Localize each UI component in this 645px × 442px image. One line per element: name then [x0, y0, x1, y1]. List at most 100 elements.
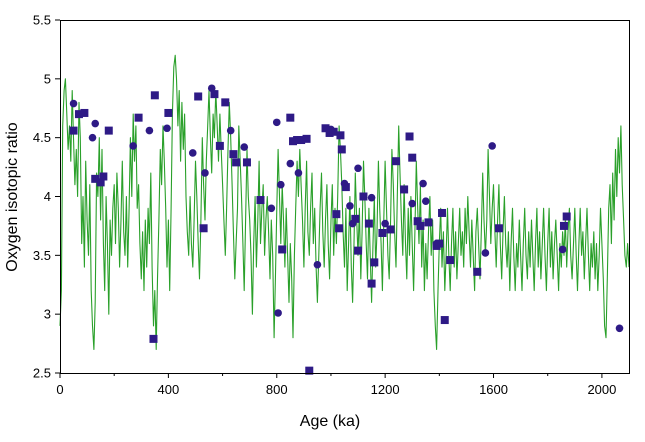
square-marker	[286, 113, 295, 122]
square-marker	[199, 224, 208, 233]
circle-marker	[615, 324, 624, 333]
circle-marker	[240, 143, 249, 151]
square-marker	[305, 366, 314, 375]
square-marker	[494, 224, 503, 233]
circle-marker	[145, 126, 154, 135]
circle-marker	[274, 309, 282, 317]
square-marker	[370, 258, 379, 267]
green-line-series	[59, 54, 630, 351]
y-axis-title: Oxygen isotopic ratio	[4, 122, 21, 272]
square-marker	[335, 224, 344, 233]
tick-labels: 0 400 800 1200 1600 2000 2.5 3 3.5 4 4.5 5 5.5	[33, 13, 616, 398]
x-tick-label: 800	[266, 382, 288, 397]
x-tick-label: 1200	[371, 382, 400, 397]
square-marker	[278, 245, 287, 254]
square-marker	[289, 137, 298, 146]
square-marker	[164, 108, 173, 117]
square-marker	[400, 185, 409, 194]
square-marker	[149, 334, 158, 343]
square-marker	[321, 124, 330, 133]
circle-marker	[419, 179, 427, 188]
circle-marker	[408, 199, 417, 208]
square-marker	[242, 158, 251, 167]
square-marker	[336, 131, 345, 140]
circle-marker	[367, 193, 376, 202]
x-tick-label: 400	[158, 382, 180, 397]
square-marker	[99, 172, 108, 181]
square-marker	[232, 158, 241, 167]
circle-marker	[558, 245, 567, 254]
square-marker	[424, 218, 433, 227]
circle-marker	[267, 204, 276, 213]
square-marker	[80, 108, 89, 117]
circle-marker	[481, 249, 490, 257]
square-marker	[341, 183, 350, 192]
square-marker	[194, 92, 203, 101]
circle-marker	[91, 119, 100, 128]
x-tick-label: 1600	[479, 382, 508, 397]
circle-marker	[294, 169, 303, 177]
circle-marker	[421, 197, 430, 206]
circle-marker	[286, 159, 295, 168]
square-marker	[354, 246, 363, 255]
plot-area	[59, 54, 630, 375]
square-marker	[210, 90, 219, 99]
y-tick-label: 5	[44, 71, 51, 86]
square-marker	[229, 150, 238, 159]
y-tick-label: 3	[44, 307, 51, 322]
square-marker	[364, 219, 373, 228]
circle-marker	[346, 202, 354, 210]
square-marker	[221, 98, 230, 107]
circle-marker	[163, 124, 171, 133]
circle-marker	[129, 142, 137, 150]
x-axis-title: Age (ka)	[300, 413, 360, 430]
square-marker	[96, 178, 105, 187]
circle-marker	[488, 142, 496, 150]
circle-marker	[272, 118, 281, 127]
square-marker	[256, 196, 265, 205]
square-marker	[413, 217, 422, 226]
square-marker	[438, 208, 447, 217]
square-marker	[359, 192, 368, 201]
square-marker	[91, 174, 100, 183]
square-marker	[440, 316, 449, 325]
y-tick-label: 4	[44, 189, 51, 204]
square-marker	[378, 228, 387, 237]
y-tick-label: 3.5	[33, 248, 51, 263]
square-marker	[408, 153, 417, 162]
x-tick-label: 0	[56, 382, 63, 397]
circle-marker	[226, 126, 235, 135]
square-marker	[104, 126, 113, 135]
y-tick-label: 5.5	[33, 13, 51, 28]
square-marker	[293, 136, 302, 145]
circle-marker	[277, 180, 285, 189]
square-marker	[367, 279, 376, 288]
square-marker	[134, 113, 143, 122]
marker-series	[69, 84, 624, 375]
square-marker	[215, 141, 224, 150]
circle-marker	[88, 133, 97, 142]
square-marker	[405, 132, 414, 141]
square-marker	[562, 212, 571, 221]
square-marker	[337, 145, 346, 154]
circle-marker	[69, 99, 78, 108]
square-marker	[74, 110, 83, 119]
square-marker	[416, 221, 425, 230]
square-marker	[329, 127, 338, 136]
square-marker	[302, 134, 311, 143]
x-tick-label: 2000	[587, 382, 616, 397]
square-marker	[351, 214, 360, 223]
square-marker	[332, 210, 341, 219]
square-marker	[386, 225, 395, 234]
square-marker	[69, 126, 78, 135]
square-marker	[391, 157, 400, 166]
square-marker	[325, 128, 334, 137]
circle-marker	[201, 169, 209, 177]
square-marker	[473, 267, 482, 276]
square-marker	[435, 239, 444, 248]
square-marker	[559, 221, 568, 230]
y-tick-label: 2.5	[33, 366, 51, 381]
circle-marker	[188, 149, 197, 157]
circle-marker	[354, 164, 362, 173]
